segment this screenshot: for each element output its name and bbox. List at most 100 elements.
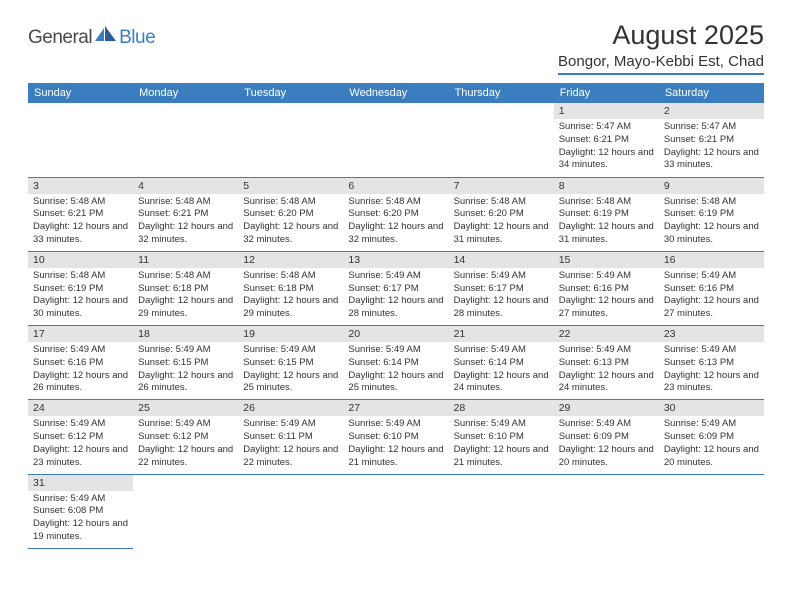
calendar-body: 1Sunrise: 5:47 AMSunset: 6:21 PMDaylight… (28, 103, 764, 548)
day-info: Sunrise: 5:49 AMSunset: 6:13 PMDaylight:… (659, 342, 764, 399)
day-number: 20 (343, 326, 448, 342)
day-info: Sunrise: 5:49 AMSunset: 6:10 PMDaylight:… (343, 416, 448, 473)
day-info: Sunrise: 5:49 AMSunset: 6:14 PMDaylight:… (449, 342, 554, 399)
day-number: 24 (28, 400, 133, 416)
calendar-empty-cell (343, 474, 448, 548)
calendar-day-cell: 23Sunrise: 5:49 AMSunset: 6:13 PMDayligh… (659, 326, 764, 400)
day-number: 31 (28, 475, 133, 491)
weekday-header: Tuesday (238, 83, 343, 103)
day-number: 19 (238, 326, 343, 342)
calendar-day-cell: 18Sunrise: 5:49 AMSunset: 6:15 PMDayligh… (133, 326, 238, 400)
day-info: Sunrise: 5:49 AMSunset: 6:16 PMDaylight:… (28, 342, 133, 399)
calendar-day-cell: 13Sunrise: 5:49 AMSunset: 6:17 PMDayligh… (343, 251, 448, 325)
logo-text-general: General (28, 27, 92, 49)
day-number: 10 (28, 252, 133, 268)
calendar-day-cell: 4Sunrise: 5:48 AMSunset: 6:21 PMDaylight… (133, 177, 238, 251)
day-info: Sunrise: 5:49 AMSunset: 6:12 PMDaylight:… (28, 416, 133, 473)
calendar-day-cell: 12Sunrise: 5:48 AMSunset: 6:18 PMDayligh… (238, 251, 343, 325)
calendar-day-cell: 21Sunrise: 5:49 AMSunset: 6:14 PMDayligh… (449, 326, 554, 400)
calendar-day-cell: 17Sunrise: 5:49 AMSunset: 6:16 PMDayligh… (28, 326, 133, 400)
calendar-header-row: SundayMondayTuesdayWednesdayThursdayFrid… (28, 83, 764, 103)
calendar-day-cell: 20Sunrise: 5:49 AMSunset: 6:14 PMDayligh… (343, 326, 448, 400)
calendar-day-cell: 25Sunrise: 5:49 AMSunset: 6:12 PMDayligh… (133, 400, 238, 474)
calendar-page: General Blue August 2025 Bongor, Mayo-Ke… (0, 0, 792, 569)
calendar-week-row: 24Sunrise: 5:49 AMSunset: 6:12 PMDayligh… (28, 400, 764, 474)
day-info: Sunrise: 5:49 AMSunset: 6:14 PMDaylight:… (343, 342, 448, 399)
month-title: August 2025 (558, 20, 764, 51)
weekday-header: Saturday (659, 83, 764, 103)
header: General Blue August 2025 Bongor, Mayo-Ke… (28, 20, 764, 75)
logo-text-blue: Blue (119, 27, 155, 49)
day-info: Sunrise: 5:48 AMSunset: 6:20 PMDaylight:… (238, 194, 343, 251)
calendar-week-row: 10Sunrise: 5:48 AMSunset: 6:19 PMDayligh… (28, 251, 764, 325)
day-info: Sunrise: 5:49 AMSunset: 6:08 PMDaylight:… (28, 491, 133, 548)
calendar-day-cell: 28Sunrise: 5:49 AMSunset: 6:10 PMDayligh… (449, 400, 554, 474)
day-number: 14 (449, 252, 554, 268)
day-info: Sunrise: 5:48 AMSunset: 6:20 PMDaylight:… (343, 194, 448, 251)
day-number: 29 (554, 400, 659, 416)
day-number: 7 (449, 178, 554, 194)
calendar-day-cell: 9Sunrise: 5:48 AMSunset: 6:19 PMDaylight… (659, 177, 764, 251)
day-number: 23 (659, 326, 764, 342)
day-number: 28 (449, 400, 554, 416)
day-number: 25 (133, 400, 238, 416)
calendar-day-cell: 27Sunrise: 5:49 AMSunset: 6:10 PMDayligh… (343, 400, 448, 474)
calendar-day-cell: 29Sunrise: 5:49 AMSunset: 6:09 PMDayligh… (554, 400, 659, 474)
day-info: Sunrise: 5:48 AMSunset: 6:21 PMDaylight:… (28, 194, 133, 251)
day-info: Sunrise: 5:49 AMSunset: 6:15 PMDaylight:… (238, 342, 343, 399)
day-number: 26 (238, 400, 343, 416)
calendar-empty-cell (238, 474, 343, 548)
weekday-header: Thursday (449, 83, 554, 103)
calendar-empty-cell (554, 474, 659, 548)
day-info: Sunrise: 5:49 AMSunset: 6:17 PMDaylight:… (449, 268, 554, 325)
calendar-empty-cell (659, 474, 764, 548)
day-info: Sunrise: 5:48 AMSunset: 6:18 PMDaylight:… (133, 268, 238, 325)
calendar-empty-cell (449, 474, 554, 548)
day-number: 18 (133, 326, 238, 342)
calendar-day-cell: 7Sunrise: 5:48 AMSunset: 6:20 PMDaylight… (449, 177, 554, 251)
day-number: 13 (343, 252, 448, 268)
day-info: Sunrise: 5:49 AMSunset: 6:15 PMDaylight:… (133, 342, 238, 399)
calendar-empty-cell (343, 103, 448, 177)
day-info: Sunrise: 5:49 AMSunset: 6:09 PMDaylight:… (659, 416, 764, 473)
day-number: 16 (659, 252, 764, 268)
day-number: 30 (659, 400, 764, 416)
calendar-table: SundayMondayTuesdayWednesdayThursdayFrid… (28, 83, 764, 549)
day-number: 11 (133, 252, 238, 268)
calendar-day-cell: 19Sunrise: 5:49 AMSunset: 6:15 PMDayligh… (238, 326, 343, 400)
calendar-day-cell: 30Sunrise: 5:49 AMSunset: 6:09 PMDayligh… (659, 400, 764, 474)
day-number: 15 (554, 252, 659, 268)
calendar-day-cell: 11Sunrise: 5:48 AMSunset: 6:18 PMDayligh… (133, 251, 238, 325)
location-text: Bongor, Mayo-Kebbi Est, Chad (558, 53, 764, 75)
day-number: 12 (238, 252, 343, 268)
calendar-day-cell: 22Sunrise: 5:49 AMSunset: 6:13 PMDayligh… (554, 326, 659, 400)
day-number: 3 (28, 178, 133, 194)
day-number: 17 (28, 326, 133, 342)
day-info: Sunrise: 5:49 AMSunset: 6:12 PMDaylight:… (133, 416, 238, 473)
weekday-header: Friday (554, 83, 659, 103)
day-info: Sunrise: 5:49 AMSunset: 6:13 PMDaylight:… (554, 342, 659, 399)
calendar-week-row: 17Sunrise: 5:49 AMSunset: 6:16 PMDayligh… (28, 326, 764, 400)
day-number: 4 (133, 178, 238, 194)
weekday-header: Monday (133, 83, 238, 103)
day-info: Sunrise: 5:49 AMSunset: 6:17 PMDaylight:… (343, 268, 448, 325)
weekday-header: Sunday (28, 83, 133, 103)
calendar-day-cell: 16Sunrise: 5:49 AMSunset: 6:16 PMDayligh… (659, 251, 764, 325)
calendar-week-row: 31Sunrise: 5:49 AMSunset: 6:08 PMDayligh… (28, 474, 764, 548)
calendar-day-cell: 24Sunrise: 5:49 AMSunset: 6:12 PMDayligh… (28, 400, 133, 474)
calendar-day-cell: 1Sunrise: 5:47 AMSunset: 6:21 PMDaylight… (554, 103, 659, 177)
day-info: Sunrise: 5:49 AMSunset: 6:16 PMDaylight:… (659, 268, 764, 325)
day-info: Sunrise: 5:48 AMSunset: 6:18 PMDaylight:… (238, 268, 343, 325)
calendar-day-cell: 6Sunrise: 5:48 AMSunset: 6:20 PMDaylight… (343, 177, 448, 251)
day-number: 9 (659, 178, 764, 194)
day-info: Sunrise: 5:47 AMSunset: 6:21 PMDaylight:… (554, 119, 659, 176)
calendar-day-cell: 15Sunrise: 5:49 AMSunset: 6:16 PMDayligh… (554, 251, 659, 325)
calendar-day-cell: 26Sunrise: 5:49 AMSunset: 6:11 PMDayligh… (238, 400, 343, 474)
calendar-day-cell: 8Sunrise: 5:48 AMSunset: 6:19 PMDaylight… (554, 177, 659, 251)
day-number: 5 (238, 178, 343, 194)
day-number: 8 (554, 178, 659, 194)
day-info: Sunrise: 5:48 AMSunset: 6:19 PMDaylight:… (554, 194, 659, 251)
calendar-day-cell: 14Sunrise: 5:49 AMSunset: 6:17 PMDayligh… (449, 251, 554, 325)
day-number: 6 (343, 178, 448, 194)
calendar-day-cell: 31Sunrise: 5:49 AMSunset: 6:08 PMDayligh… (28, 474, 133, 548)
